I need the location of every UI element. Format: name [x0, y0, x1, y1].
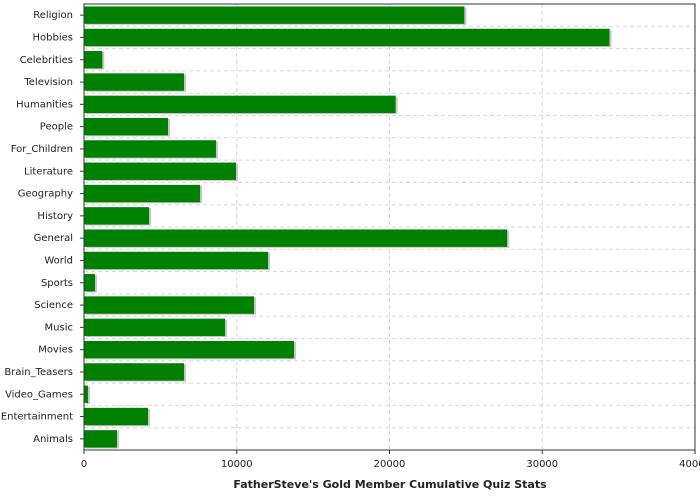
y-tick-label: Geography	[18, 189, 73, 200]
y-tick-label: For_Children	[11, 144, 73, 155]
bar	[84, 95, 396, 114]
bar	[84, 28, 610, 47]
x-tick-label: 30000	[526, 459, 558, 470]
y-tick-label: Brain_Teasers	[4, 367, 73, 378]
x-tick-label: 10000	[221, 459, 253, 470]
bar	[84, 207, 150, 225]
bar	[84, 6, 465, 24]
y-tick-label: Humanities	[16, 99, 73, 110]
y-tick-label: Animals	[33, 434, 73, 445]
y-tick-label: Science	[34, 300, 73, 311]
bar	[84, 117, 169, 136]
y-tick-label: Entertainment	[1, 412, 73, 423]
bar	[84, 318, 225, 337]
y-tick-label: Literature	[24, 166, 73, 177]
bar	[84, 229, 508, 247]
bar	[84, 407, 149, 426]
x-tick-label: 20000	[374, 459, 406, 470]
y-tick-label: Hobbies	[33, 32, 73, 43]
bar	[84, 296, 255, 314]
bar	[84, 251, 269, 270]
y-tick-label: World	[44, 255, 73, 266]
y-tick-label: Movies	[38, 345, 73, 356]
y-tick-label: Religion	[33, 10, 73, 21]
y-tick-label: People	[40, 122, 73, 133]
bar	[84, 162, 236, 180]
bar-shadow	[86, 386, 90, 404]
bar	[84, 73, 185, 91]
y-tick-label: Television	[23, 77, 73, 88]
bar	[84, 430, 117, 448]
y-tick-label: Sports	[41, 278, 73, 289]
bar	[84, 184, 201, 203]
y-tick-label: Video_Games	[5, 389, 73, 400]
x-tick-label: 0	[81, 459, 87, 470]
bar	[84, 140, 216, 158]
bar	[84, 363, 185, 381]
bar	[84, 274, 95, 292]
bar	[84, 51, 103, 69]
y-tick-label: Celebrities	[20, 55, 73, 66]
bar	[84, 340, 295, 359]
y-tick-label: Music	[45, 322, 73, 333]
x-axis-title: FatherSteve's Gold Member Cumulative Qui…	[233, 478, 547, 491]
bar	[84, 385, 88, 403]
y-tick-label: History	[37, 211, 73, 222]
x-tick-label: 40000	[679, 459, 700, 470]
y-tick-label: General	[34, 233, 73, 244]
